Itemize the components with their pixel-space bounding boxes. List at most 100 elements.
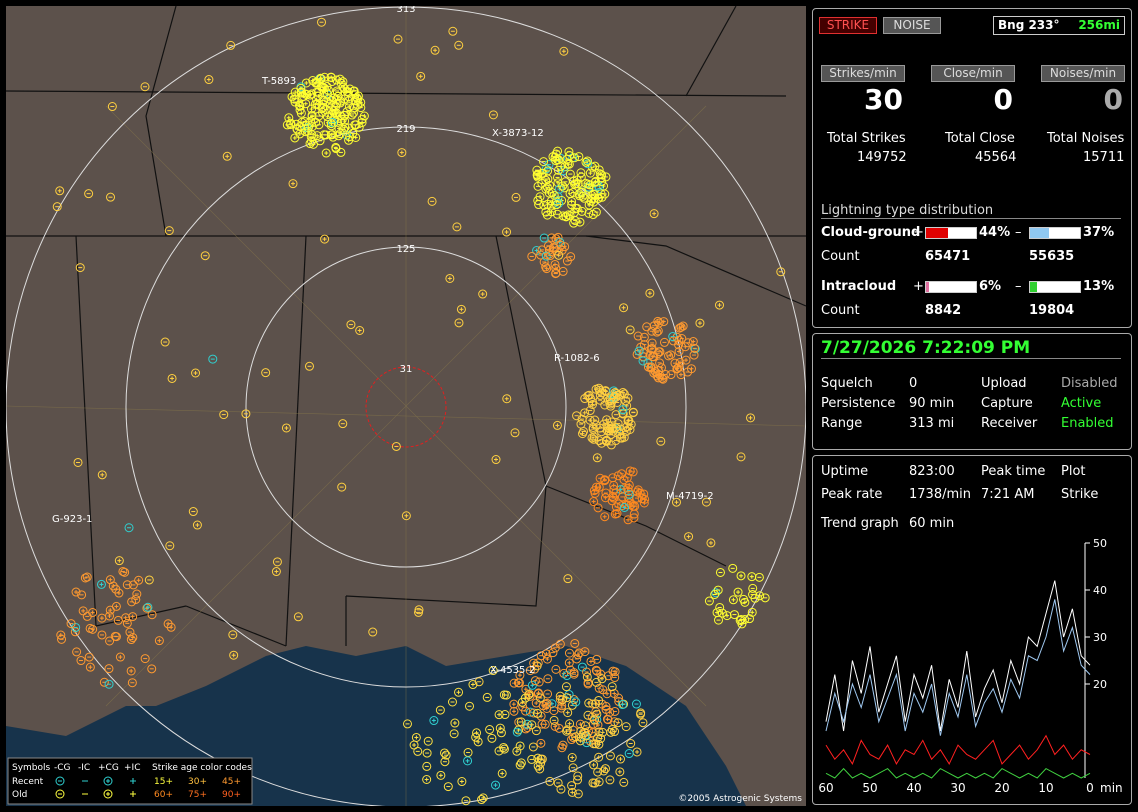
strike-symbol	[622, 422, 632, 432]
strike-ring	[612, 397, 622, 407]
strike-symbol	[656, 436, 666, 446]
strike-ring	[565, 665, 575, 675]
strike-ring	[728, 595, 738, 605]
strike-symbol	[531, 726, 541, 736]
strike-symbol	[713, 585, 723, 595]
strike-ring	[575, 217, 585, 227]
pct-label: 37%	[1083, 225, 1115, 240]
strike-ring	[576, 187, 586, 197]
strike-ring	[271, 567, 281, 577]
strike-symbol	[228, 630, 238, 640]
strike-ring	[77, 590, 87, 600]
strike-symbol	[357, 114, 367, 124]
strike-ring	[624, 749, 634, 759]
strike-ring	[126, 666, 136, 676]
strike-ring	[537, 168, 547, 178]
strike-symbol	[714, 615, 724, 625]
strike-ring	[272, 557, 282, 567]
strike-ring	[72, 647, 82, 657]
strike-ring	[565, 151, 575, 161]
strike-symbol	[520, 693, 530, 703]
strike-ring	[422, 761, 432, 771]
strike-symbol	[457, 777, 467, 787]
strike-symbol	[695, 318, 705, 328]
strike-ring	[701, 497, 711, 507]
strike-ring	[85, 662, 95, 672]
strike-ring	[447, 697, 457, 707]
trend-label: Trend graph	[821, 516, 899, 531]
range-rings	[6, 6, 806, 806]
strike-ring	[551, 664, 561, 674]
strike-symbol	[714, 300, 724, 310]
strike-symbol	[619, 502, 629, 512]
strike-symbol	[115, 652, 125, 662]
strike-ring	[241, 409, 251, 419]
strike-symbol	[413, 746, 423, 756]
strike-symbol	[85, 662, 95, 672]
rate-button[interactable]: Noises/min	[1041, 65, 1125, 82]
strike-ring	[653, 316, 663, 326]
strike-symbol	[611, 436, 621, 446]
strike-symbol	[625, 325, 635, 335]
strike-ring	[456, 304, 466, 314]
strike-ring	[539, 233, 549, 243]
strike-symbol	[334, 131, 344, 141]
strike-symbol	[552, 172, 562, 182]
strike-symbol	[192, 520, 202, 530]
strike-symbol	[542, 264, 552, 274]
strike-symbol	[594, 683, 604, 693]
noise-button[interactable]: NOISE	[883, 17, 941, 34]
strike-ring	[542, 703, 552, 713]
strike-symbol	[536, 738, 546, 748]
strike-ring	[520, 693, 530, 703]
strike-ring	[670, 358, 680, 368]
strike-symbol	[584, 390, 594, 400]
count: 55635	[1029, 249, 1075, 264]
strike-symbol	[600, 493, 610, 503]
rate-button[interactable]: Strikes/min	[821, 65, 905, 82]
strike-ring	[537, 245, 547, 255]
rate-button[interactable]: Close/min	[931, 65, 1015, 82]
strike-ring	[326, 119, 336, 129]
strike-ring	[683, 338, 693, 348]
strike-ring	[626, 739, 636, 749]
strike-ring	[297, 117, 307, 127]
strike-symbol	[188, 507, 198, 517]
strike-symbol	[569, 208, 579, 218]
strike-ring	[525, 707, 535, 717]
strike-symbol	[659, 337, 669, 347]
trend-line	[825, 580, 1091, 732]
strike-ring	[565, 169, 575, 179]
strike-symbol	[515, 741, 525, 751]
strike-ring	[114, 556, 124, 566]
strike-button[interactable]: STRIKE	[819, 17, 877, 34]
strike-symbol	[600, 476, 610, 486]
strike-symbol	[555, 639, 565, 649]
strike-symbol	[331, 142, 341, 152]
strike-ring	[601, 488, 611, 498]
strike-symbol	[594, 436, 604, 446]
strike-symbol	[327, 130, 337, 140]
strike-symbol	[589, 760, 599, 770]
strike-symbol	[634, 346, 644, 356]
strike-ring	[320, 72, 330, 82]
strike-symbol	[422, 774, 432, 784]
trend-value: 60 min	[909, 516, 955, 531]
strike-symbol	[671, 497, 681, 507]
strike-symbol	[553, 778, 563, 788]
strike-symbol	[728, 595, 738, 605]
strike-ring	[643, 362, 653, 372]
strike-symbol	[295, 129, 305, 139]
strike-symbol	[748, 583, 758, 593]
strike-ring	[574, 648, 584, 658]
strike-ring	[563, 574, 573, 584]
strike-ring	[639, 332, 649, 342]
strike-ring	[649, 209, 659, 219]
strike-ring	[747, 572, 757, 582]
strike-ring	[516, 758, 526, 768]
strike-ring	[594, 695, 604, 705]
strike-symbol	[355, 326, 365, 336]
strike-symbol	[416, 71, 426, 81]
strike-symbol	[440, 757, 450, 767]
strike-symbol	[621, 396, 631, 406]
